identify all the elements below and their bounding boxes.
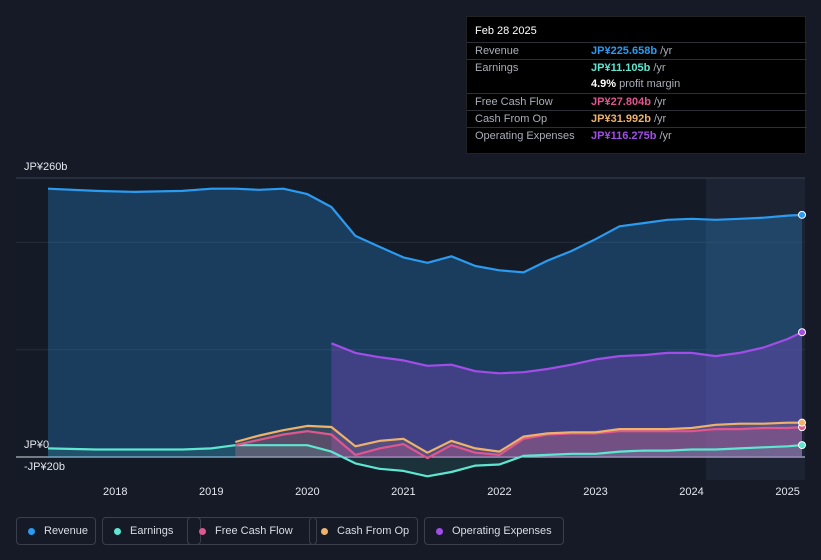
tooltip-value: JP¥11.105b/yr — [591, 62, 666, 74]
legend-dot-icon — [199, 528, 206, 535]
x-tick-label: 2023 — [583, 486, 607, 498]
legend-label: Free Cash Flow — [215, 525, 293, 537]
x-tick-label: 2022 — [487, 486, 511, 498]
free-cash-flow-line — [235, 426, 803, 460]
legend-label: Operating Expenses — [452, 525, 552, 537]
y-tick-label: JP¥260b — [24, 161, 67, 173]
tooltip-label: Cash From Op — [475, 113, 548, 125]
tooltip-label: Earnings — [475, 62, 519, 74]
legend-label: Revenue — [44, 525, 89, 537]
legend-label: Earnings — [130, 525, 174, 537]
earnings-line — [47, 444, 803, 478]
tooltip-row-revenue: Revenue JP¥225.658b/yr — [467, 42, 807, 60]
earnings-end-marker — [798, 441, 806, 450]
operating-expenses-line — [330, 331, 803, 375]
tooltip-value: JP¥31.992b/yr — [591, 113, 667, 125]
x-tick-label: 2019 — [199, 486, 223, 498]
y-tick-label: JP¥0 — [24, 439, 49, 451]
cash-from-op-line — [235, 421, 802, 454]
operating-expenses-end-marker — [798, 328, 806, 337]
tooltip-value: JP¥225.658b/yr — [591, 45, 673, 57]
tooltip-date: Feb 28 2025 — [475, 25, 537, 37]
plot-background — [16, 178, 805, 480]
legend-item-cash-from-op[interactable]: Cash From Op — [309, 517, 418, 545]
x-tick-label: 2020 — [295, 486, 319, 498]
series-lines — [47, 187, 803, 478]
legend-item-revenue[interactable]: Revenue — [16, 517, 96, 545]
cash-from-op-end-marker — [798, 418, 806, 427]
y-axis-labels: JP¥260b JP¥0 -JP¥20b — [24, 161, 67, 473]
data-tooltip: Feb 28 2025 Revenue JP¥225.658b/yr Earni… — [466, 16, 807, 154]
legend-dot-icon — [321, 528, 328, 535]
revenue-line — [47, 187, 803, 274]
x-tick-label: 2018 — [103, 486, 127, 498]
tooltip-row-operating-expenses: Operating Expenses JP¥116.275b/yr — [467, 127, 807, 145]
x-tick-label: 2025 — [775, 486, 799, 498]
x-tick-label: 2021 — [391, 486, 415, 498]
tooltip-label: Operating Expenses — [475, 130, 575, 142]
legend-label: Cash From Op — [337, 525, 410, 537]
tooltip-value: JP¥116.275b/yr — [591, 130, 672, 142]
legend-dot-icon — [28, 528, 35, 535]
tooltip-row-free-cash-flow: Free Cash Flow JP¥27.804b/yr — [467, 93, 807, 111]
grid-lines — [16, 177, 805, 458]
tooltip-row-earnings: Earnings JP¥11.105b/yr — [467, 59, 807, 77]
tooltip-label: Revenue — [475, 45, 520, 57]
revenue-end-marker — [798, 210, 806, 219]
x-tick-label: 2024 — [679, 486, 703, 498]
operating-expenses-area — [331, 332, 802, 457]
series-end-markers — [798, 210, 806, 450]
legend-item-earnings[interactable]: Earnings — [102, 517, 201, 545]
tooltip-row-profit-margin: 4.9% profit margin — [467, 76, 807, 93]
y-tick-label: -JP¥20b — [24, 461, 65, 473]
legend-dot-icon — [436, 528, 443, 535]
legend-item-free-cash-flow[interactable]: Free Cash Flow — [187, 517, 317, 545]
tooltip-row-cash-from-op: Cash From Op JP¥31.992b/yr — [467, 110, 807, 128]
tooltip-value: JP¥27.804b/yr — [591, 96, 667, 108]
legend-item-operating-expenses[interactable]: Operating Expenses — [424, 517, 564, 545]
tooltip-value: 4.9% profit margin — [591, 78, 681, 90]
revenue-area — [48, 188, 802, 457]
legend-dot-icon — [114, 528, 121, 535]
x-axis-labels: 2018 2019 2020 2021 2022 2023 2024 2025 — [103, 486, 800, 498]
tooltip-label: Free Cash Flow — [475, 96, 553, 108]
